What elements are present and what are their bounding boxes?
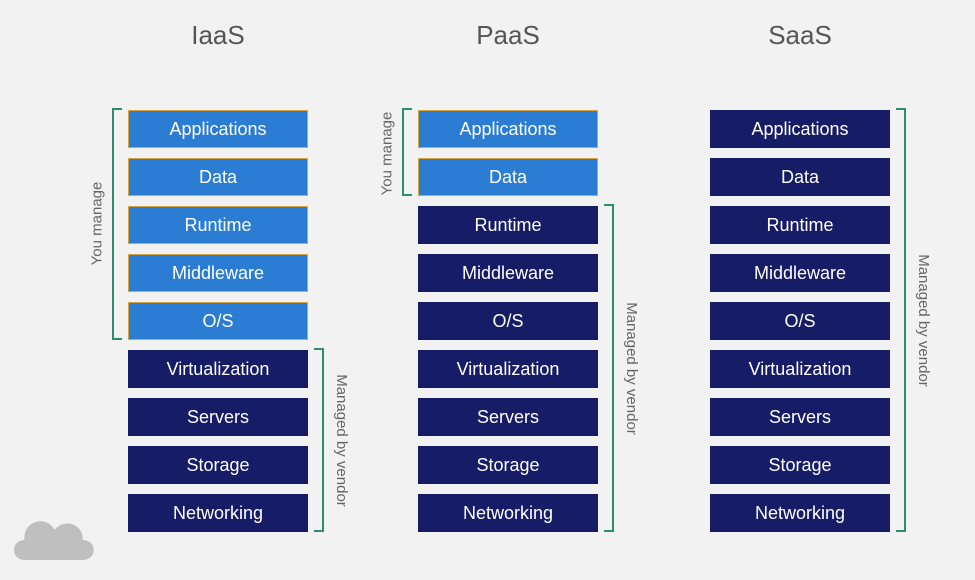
iaas-title: IaaS [128,20,308,51]
paas-stack: Applications Data Runtime Middleware O/S… [418,110,598,542]
layer-box: Middleware [710,254,890,292]
layer-box: Networking [710,494,890,532]
layer-box: Runtime [710,206,890,244]
saas-stack: Applications Data Runtime Middleware O/S… [710,110,890,542]
paas-you-bracket [402,108,412,196]
managed-by-vendor-label: Managed by vendor [333,374,350,507]
layer-box: Data [418,158,598,196]
layer-box: Data [128,158,308,196]
layer-box: Runtime [418,206,598,244]
layer-box: Middleware [128,254,308,292]
layer-box: Networking [128,494,308,532]
saas-title: SaaS [710,20,890,51]
layer-box: Servers [128,398,308,436]
layer-box: Data [710,158,890,196]
layer-box: Virtualization [128,350,308,388]
layer-box: Servers [710,398,890,436]
layer-box: Middleware [418,254,598,292]
paas-vendor-bracket [604,204,614,532]
layer-box: Virtualization [418,350,598,388]
paas-title: PaaS [418,20,598,51]
layer-box: Storage [418,446,598,484]
saas-vendor-bracket [896,108,906,532]
layer-box: Servers [418,398,598,436]
you-manage-label: You manage [88,182,105,266]
you-manage-label: You manage [378,112,395,196]
managed-by-vendor-label: Managed by vendor [915,254,932,387]
layer-box: Applications [418,110,598,148]
layer-box: Storage [128,446,308,484]
layer-box: O/S [128,302,308,340]
layer-box: O/S [418,302,598,340]
layer-box: Applications [128,110,308,148]
layer-box: Runtime [128,206,308,244]
layer-box: Networking [418,494,598,532]
cloud-icon [0,505,105,575]
layer-box: Applications [710,110,890,148]
iaas-stack: Applications Data Runtime Middleware O/S… [128,110,308,542]
layer-box: O/S [710,302,890,340]
layer-box: Storage [710,446,890,484]
iaas-vendor-bracket [314,348,324,532]
layer-box: Virtualization [710,350,890,388]
iaas-you-bracket [112,108,122,340]
managed-by-vendor-label: Managed by vendor [623,302,640,435]
